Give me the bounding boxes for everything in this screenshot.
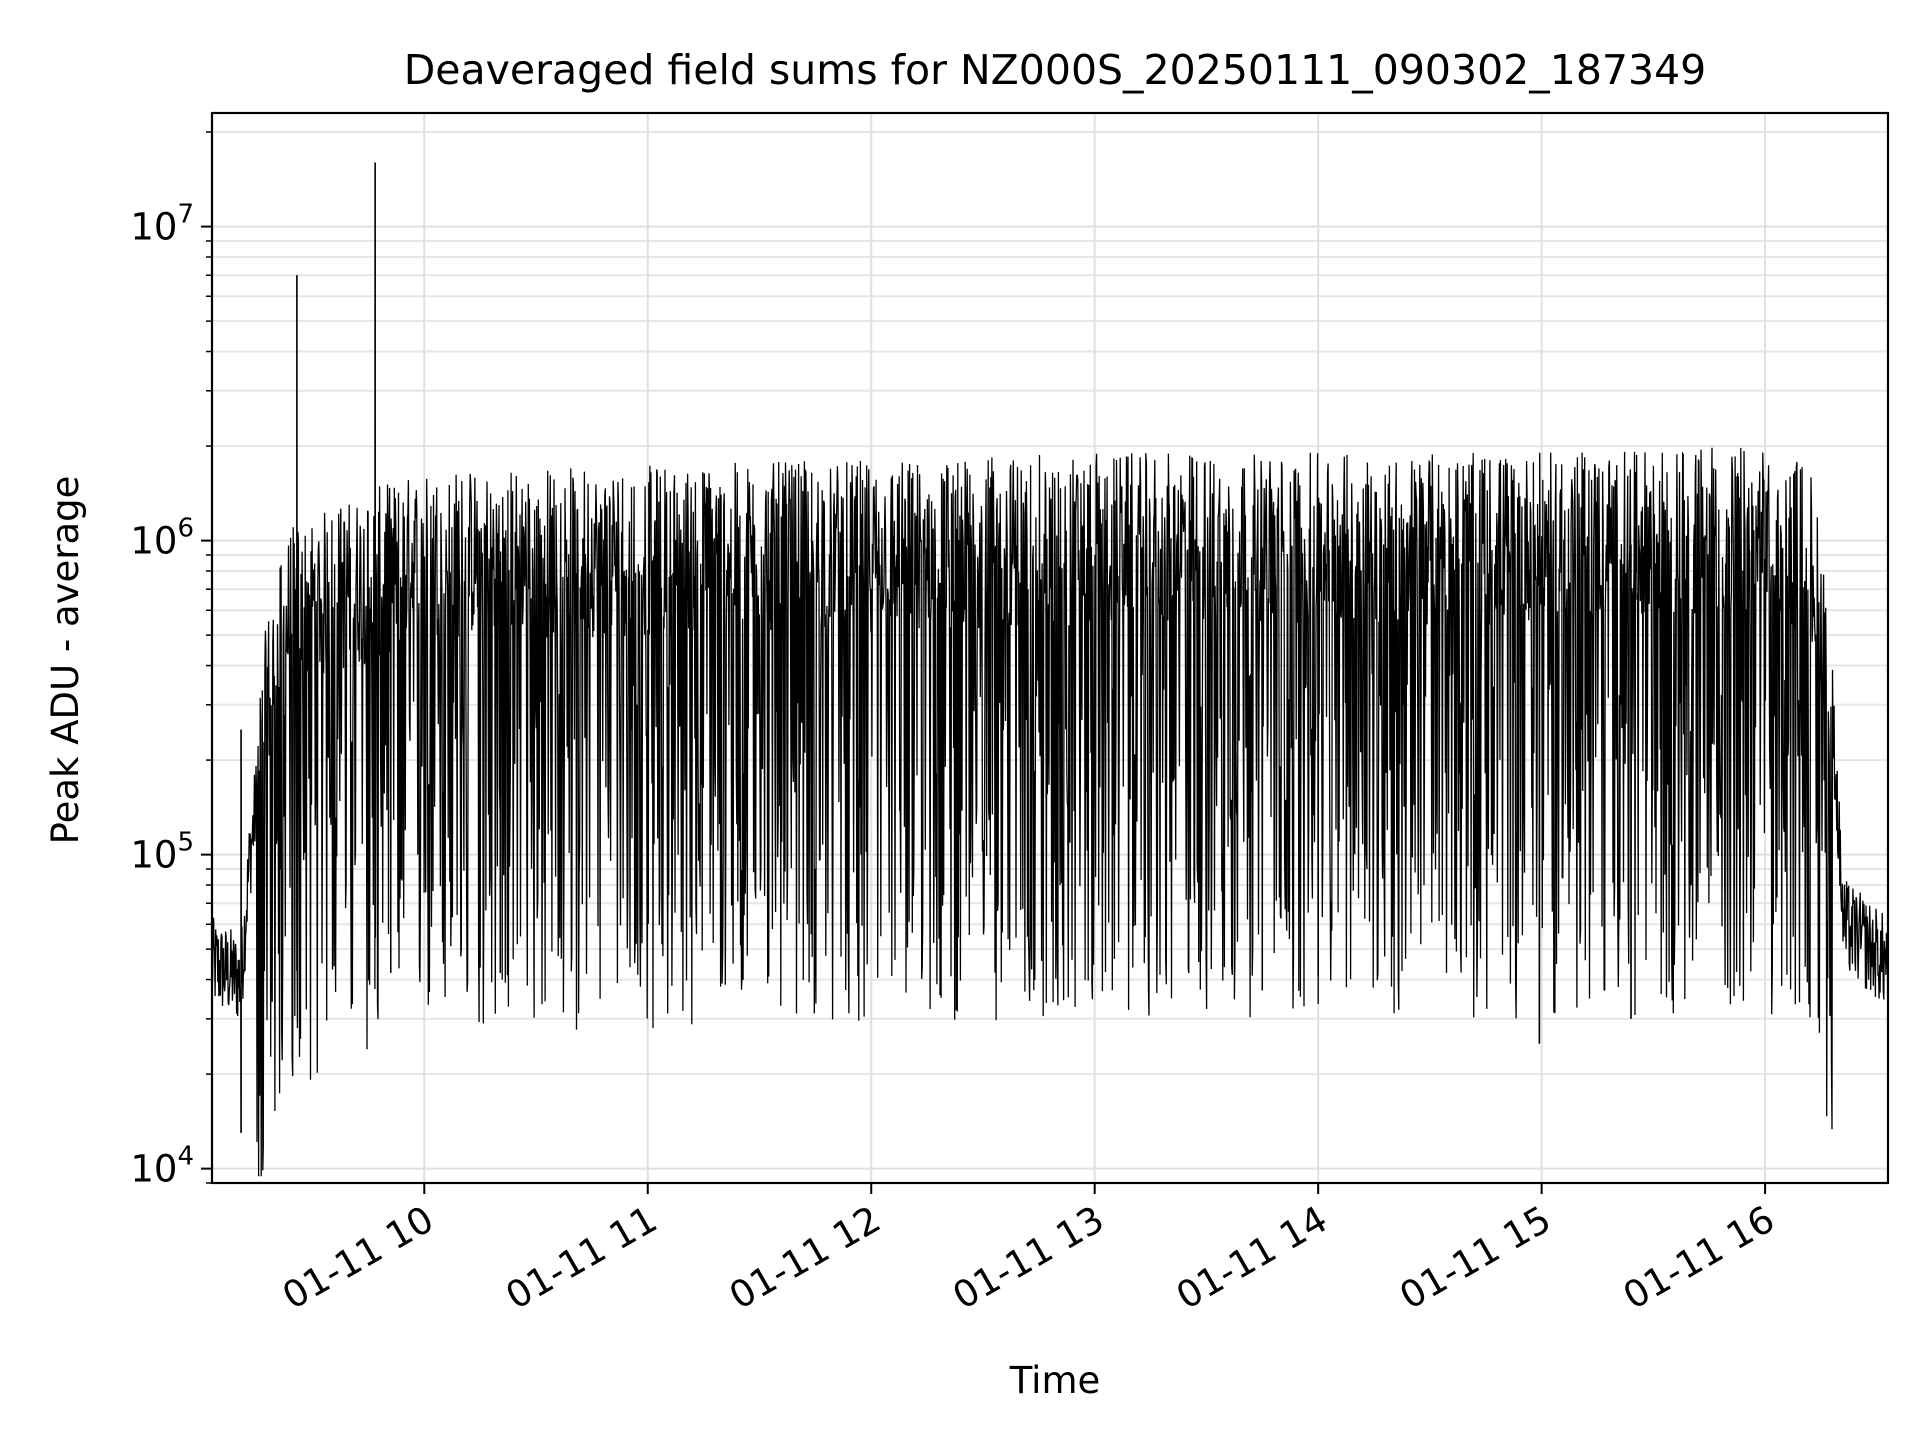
x-axis-label: Time [1009,1359,1101,1402]
y-tick-label: 106 [130,514,194,563]
axes [201,111,1890,1194]
chart-title: Deaveraged field sums for NZ000S_2025011… [404,46,1707,94]
y-tick-label: 104 [130,1142,194,1191]
x-tick-label: 01-11 13 [946,1198,1112,1318]
y-tick-label: 105 [130,828,194,877]
x-tick-label: 01-11 12 [722,1198,888,1318]
y-tick-labels: 104 105 106 107 [130,200,194,1191]
grid [212,113,1888,1184]
x-tick-label: 01-11 11 [499,1198,665,1318]
x-tick-labels: 01-11 10 01-11 11 01-11 12 01-11 13 01-11 14… [275,1198,1781,1318]
series-group [211,162,1889,1177]
series-line [211,162,1889,1177]
x-tick-label: 01-11 15 [1393,1198,1559,1318]
x-tick-label: 01-11 10 [275,1198,441,1318]
x-tick-label: 01-11 14 [1169,1198,1335,1318]
y-tick-label: 107 [130,200,194,249]
x-tick-label: 01-11 16 [1616,1198,1782,1318]
y-axis-label: Peak ADU - average [44,476,87,845]
plot-frame [210,111,1890,1185]
